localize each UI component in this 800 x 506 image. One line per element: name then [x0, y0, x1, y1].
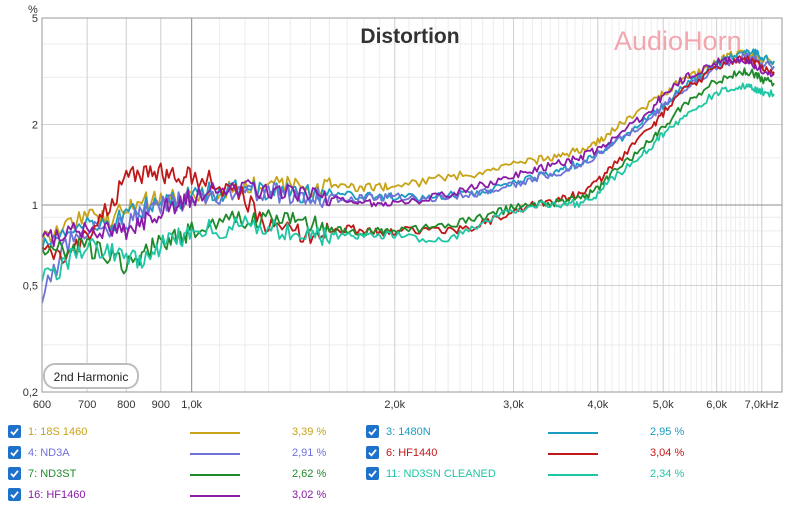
y-tick-label: 5	[32, 13, 38, 25]
x-tick-label: 4,0k	[587, 399, 608, 411]
legend-value: 2,62 %	[292, 468, 327, 480]
check-icon	[368, 428, 377, 436]
chart-title: Distortion	[360, 25, 459, 48]
legend-value: 3,02 %	[292, 489, 327, 501]
series-line	[42, 82, 775, 282]
x-tick-label: 2,0k	[384, 399, 405, 411]
x-tick-label: 7,0kHz	[745, 399, 779, 411]
legend-label: 11: ND3SN CLEANED	[386, 468, 496, 480]
legend-value: 2,91 %	[292, 447, 327, 459]
x-tick-label: 6,0k	[706, 399, 727, 411]
harmonic-badge[interactable]: 2nd Harmonic	[43, 363, 139, 389]
legend-value: 3,04 %	[650, 447, 685, 459]
y-tick-label: 0,5	[23, 281, 38, 293]
legend-checkbox[interactable]	[366, 425, 379, 438]
check-icon	[10, 428, 19, 436]
legend-swatch	[190, 453, 240, 455]
legend-checkbox[interactable]	[8, 425, 21, 438]
y-tick-label: 1	[32, 200, 38, 212]
legend-checkbox[interactable]	[366, 446, 379, 459]
distortion-chart: 600 700 800 900 1,0k 2,0k 3,0k 4,0k 5,0k 6,0k 7,0k…	[23, 4, 783, 411]
legend-checkbox[interactable]	[8, 488, 21, 501]
legend-value: 2,95 %	[650, 426, 685, 438]
legend-swatch	[548, 474, 598, 476]
legend-swatch	[548, 432, 598, 434]
legend-item[interactable]: 6: HF1440 3,04 %	[366, 443, 746, 463]
legend-checkbox[interactable]	[8, 446, 21, 459]
check-icon	[10, 491, 19, 499]
series-line	[42, 67, 775, 275]
legend-label: 4: ND3A	[28, 447, 70, 459]
x-tick-label: 700	[78, 399, 96, 411]
x-tick-label: 900	[152, 399, 170, 411]
y-tick-label: 2	[32, 119, 38, 131]
check-icon	[10, 449, 19, 457]
legend-checkbox[interactable]	[8, 467, 21, 480]
series-line	[42, 55, 775, 265]
legend-label: 3: 1480N	[386, 426, 431, 438]
x-tick-label: 1,0k	[181, 399, 202, 411]
legend-item[interactable]: 3: 1480N 2,95 %	[366, 422, 746, 442]
legend-value: 3,39 %	[292, 426, 327, 438]
y-tick-label: 0,2	[23, 387, 38, 399]
legend-label: 6: HF1440	[386, 447, 438, 459]
legend: 1: 18S 1460 3,39 % 4: ND3A 2,91 % 7: ND3ST 2,…	[0, 418, 800, 506]
x-tick-label: 3,0k	[503, 399, 524, 411]
legend-label: 1: 18S 1460	[28, 426, 88, 438]
legend-label: 7: ND3ST	[28, 468, 77, 480]
x-tick-label: 800	[117, 399, 135, 411]
legend-item[interactable]: 1: 18S 1460 3,39 %	[8, 422, 388, 442]
legend-item[interactable]: 7: ND3ST 2,62 %	[8, 464, 388, 484]
check-icon	[10, 470, 19, 478]
legend-label: 16: HF1460	[28, 489, 86, 501]
legend-swatch	[548, 453, 598, 455]
series-lines	[42, 48, 775, 304]
check-icon	[368, 470, 377, 478]
legend-swatch	[190, 432, 240, 434]
legend-swatch	[190, 474, 240, 476]
x-tick-label: 600	[33, 399, 51, 411]
x-tick-label: 5,0k	[653, 399, 674, 411]
harmonic-badge-label: 2nd Harmonic	[54, 370, 129, 384]
plot-frame	[41, 17, 783, 393]
audiohorn-watermark: AudioHorn	[614, 26, 742, 56]
series-line	[42, 52, 775, 304]
y-unit-label: %	[28, 4, 38, 16]
legend-checkbox[interactable]	[366, 467, 379, 480]
legend-item[interactable]: 11: ND3SN CLEANED 2,34 %	[366, 464, 746, 484]
legend-value: 2,34 %	[650, 468, 685, 480]
check-icon	[368, 449, 377, 457]
legend-swatch	[190, 495, 240, 497]
axes: 600 700 800 900 1,0k 2,0k 3,0k 4,0k 5,0k 6,0k 7,0k…	[23, 4, 783, 411]
legend-item[interactable]: 16: HF1460 3,02 %	[8, 485, 388, 505]
legend-item[interactable]: 4: ND3A 2,91 %	[8, 443, 388, 463]
series-line	[42, 56, 775, 248]
